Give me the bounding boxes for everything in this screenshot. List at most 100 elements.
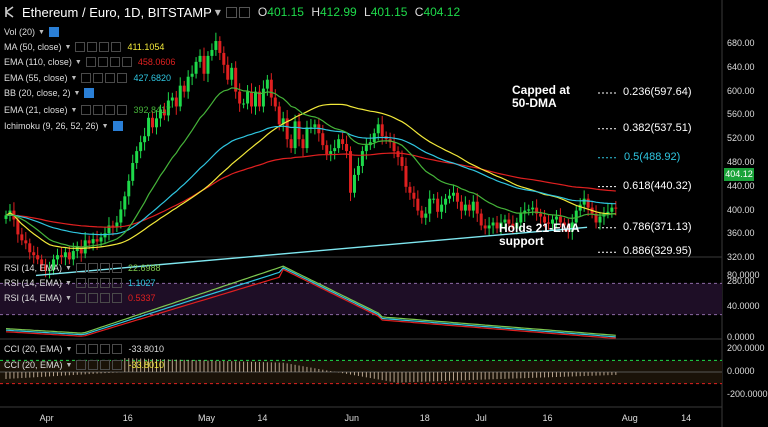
settings-square-icon[interactable] bbox=[112, 344, 123, 354]
candle-body bbox=[273, 97, 277, 107]
chevron-down-icon[interactable]: ▼ bbox=[74, 58, 82, 66]
candle-body bbox=[570, 222, 574, 232]
indicator-label[interactable]: BB (20, close, 2) bbox=[4, 88, 71, 98]
candle-body bbox=[16, 219, 20, 235]
price-tick-label: 680.00 bbox=[727, 38, 755, 48]
settings-square-icon[interactable] bbox=[88, 344, 99, 354]
settings-square-icon[interactable] bbox=[100, 360, 111, 370]
settings-square-icon[interactable] bbox=[81, 105, 92, 115]
candle-body bbox=[574, 210, 578, 223]
settings-square-icon[interactable] bbox=[100, 344, 111, 354]
settings-square-icon[interactable] bbox=[76, 360, 87, 370]
settings-square-icon[interactable] bbox=[111, 263, 122, 273]
high-key: H bbox=[311, 5, 320, 19]
settings-square-icon[interactable] bbox=[87, 263, 98, 273]
chevron-down-icon[interactable]: ▼ bbox=[65, 264, 72, 272]
candle-body bbox=[123, 196, 127, 210]
settings-square-icon[interactable] bbox=[105, 73, 116, 83]
settings-square-icon[interactable] bbox=[109, 57, 120, 67]
symbol-title[interactable]: Ethereum / Euro, 1D, BITSTAMP bbox=[22, 4, 212, 20]
last-price-tag: 404.12 bbox=[724, 168, 754, 181]
chevron-down-icon[interactable]: ▼ bbox=[65, 361, 73, 369]
indicator-label[interactable]: MA (50, close) bbox=[4, 42, 62, 52]
chevron-down-icon[interactable]: ▼ bbox=[70, 74, 78, 82]
settings-square-icon[interactable] bbox=[88, 360, 99, 370]
settings-square-icon[interactable] bbox=[76, 344, 87, 354]
rsi-label[interactable]: RSI (14, EMA) bbox=[4, 293, 63, 303]
rsi-value: 1.1027 bbox=[127, 278, 156, 288]
settings-square-icon[interactable] bbox=[105, 105, 116, 115]
settings-square-icon[interactable] bbox=[75, 42, 86, 52]
rsi-label[interactable]: RSI (14, EMA) bbox=[4, 263, 63, 273]
settings-square-icon[interactable] bbox=[117, 105, 128, 115]
price-tick-label: 400.00 bbox=[727, 204, 755, 215]
indicator-label[interactable]: EMA (55, close) bbox=[4, 73, 68, 83]
candle-body bbox=[582, 198, 586, 205]
chevron-down-icon[interactable]: ▼ bbox=[65, 345, 73, 353]
settings-icon[interactable] bbox=[225, 6, 237, 18]
settings-square-icon[interactable] bbox=[81, 73, 92, 83]
cci-label[interactable]: CCI (20, EMA) bbox=[4, 360, 63, 370]
settings-square-icon[interactable] bbox=[93, 105, 104, 115]
settings-square-icon[interactable] bbox=[99, 293, 110, 303]
cci-legend-row: CCI (20, EMA) ▼ -33.8010 bbox=[4, 342, 164, 356]
ema-55-line bbox=[5, 125, 616, 236]
settings-square-icon[interactable] bbox=[75, 293, 86, 303]
candle-body bbox=[554, 216, 558, 220]
settings-square-icon[interactable] bbox=[99, 263, 110, 273]
indicator-label[interactable]: Vol (20) bbox=[4, 27, 36, 37]
visibility-toggle-icon[interactable] bbox=[84, 88, 95, 98]
chevron-down-icon[interactable]: ▼ bbox=[73, 89, 81, 97]
chevron-down-icon[interactable]: ▼ bbox=[101, 122, 109, 130]
candle-body bbox=[495, 222, 499, 229]
candle-body bbox=[226, 64, 230, 80]
candle-body bbox=[352, 174, 356, 193]
candle-body bbox=[420, 210, 424, 218]
settings-square-icon[interactable] bbox=[87, 278, 98, 288]
settings-square-icon[interactable] bbox=[99, 278, 110, 288]
indicator-label[interactable]: EMA (21, close) bbox=[4, 105, 68, 115]
candle-body bbox=[36, 255, 40, 260]
settings-square-icon[interactable] bbox=[93, 73, 104, 83]
settings-square-icon[interactable] bbox=[111, 278, 122, 288]
candle-body bbox=[79, 246, 83, 254]
settings-square-icon[interactable] bbox=[112, 360, 123, 370]
candle-body bbox=[436, 198, 440, 212]
candle-body bbox=[250, 91, 254, 107]
settings-square-icon[interactable] bbox=[97, 57, 108, 67]
candle-body bbox=[234, 67, 238, 92]
close-icon[interactable] bbox=[238, 6, 250, 18]
settings-square-icon[interactable] bbox=[75, 263, 86, 273]
settings-square-icon[interactable] bbox=[99, 42, 110, 52]
visibility-toggle-icon[interactable] bbox=[48, 27, 59, 37]
settings-square-icon[interactable] bbox=[121, 57, 132, 67]
chevron-down-icon[interactable]: ▼ bbox=[65, 294, 72, 302]
settings-square-icon[interactable] bbox=[117, 73, 128, 83]
settings-square-icon[interactable] bbox=[85, 57, 96, 67]
chevron-down-icon[interactable]: ▼ bbox=[38, 28, 45, 36]
candle-body bbox=[158, 109, 162, 119]
settings-square-icon[interactable] bbox=[87, 42, 98, 52]
candle-body bbox=[59, 255, 63, 258]
indicator-legend-row: BB (20, close, 2) ▼ bbox=[4, 86, 96, 100]
settings-square-icon[interactable] bbox=[111, 293, 122, 303]
candle-body bbox=[115, 222, 119, 228]
settings-square-icon[interactable] bbox=[111, 42, 122, 52]
candle-body bbox=[285, 118, 289, 140]
candle-body bbox=[202, 55, 206, 74]
chevron-down-icon[interactable]: ▼ bbox=[70, 106, 78, 114]
indicator-label[interactable]: EMA (110, close) bbox=[4, 57, 72, 67]
indicator-label[interactable]: Ichimoku (9, 26, 52, 26) bbox=[4, 121, 99, 131]
chevron-down-icon[interactable]: ▼ bbox=[214, 7, 221, 17]
collapse-icon[interactable] bbox=[4, 6, 18, 18]
rsi-label[interactable]: RSI (14, EMA) bbox=[4, 278, 63, 288]
settings-square-icon[interactable] bbox=[87, 293, 98, 303]
chevron-down-icon[interactable]: ▼ bbox=[64, 43, 72, 51]
candle-body bbox=[594, 213, 598, 223]
cci-label[interactable]: CCI (20, EMA) bbox=[4, 344, 63, 354]
chevron-down-icon[interactable]: ▼ bbox=[65, 279, 72, 287]
visibility-toggle-icon[interactable] bbox=[112, 121, 123, 131]
settings-square-icon[interactable] bbox=[75, 278, 86, 288]
cci-tick-label: 0.0000 bbox=[727, 366, 755, 376]
